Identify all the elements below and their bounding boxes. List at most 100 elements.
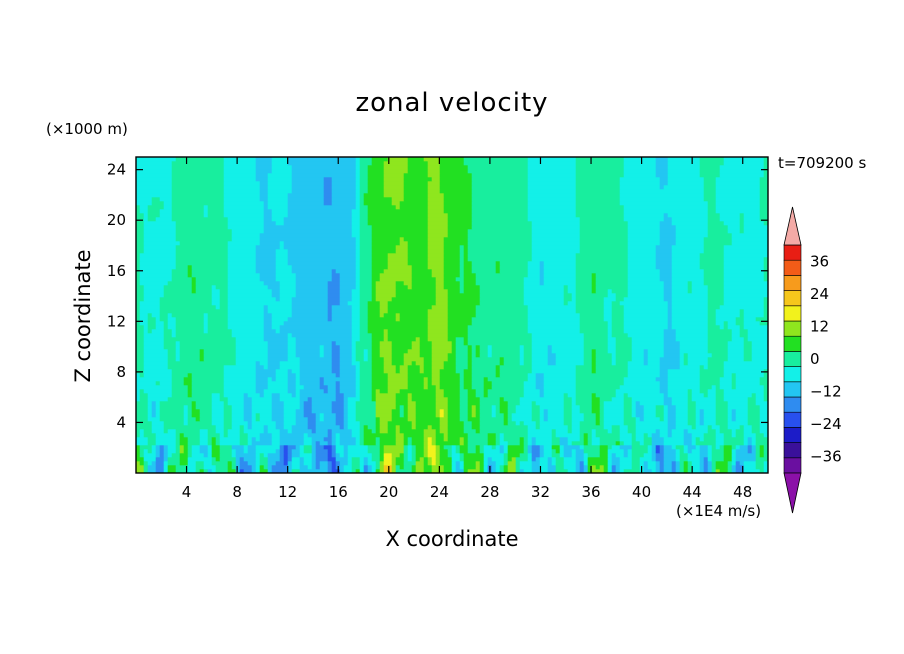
field-cell [527, 320, 581, 326]
field-cell [147, 212, 161, 218]
field-cell [255, 256, 277, 262]
field-cell [623, 212, 665, 218]
field-cell [239, 436, 249, 442]
field-cell [187, 412, 193, 418]
field-cell [351, 340, 357, 346]
field-cell [727, 468, 733, 473]
field-cell [743, 228, 768, 234]
field-cell [255, 252, 277, 258]
field-cell [739, 228, 745, 234]
field-cell [227, 288, 273, 294]
field-cell [371, 456, 381, 462]
field-cell [467, 392, 477, 398]
field-cell [563, 456, 577, 462]
field-cell [451, 452, 461, 458]
field-cell [223, 416, 233, 422]
field-cell [763, 296, 768, 302]
field-cell [355, 280, 361, 286]
field-cell [415, 444, 425, 450]
field-cell [319, 460, 329, 466]
field-cell [175, 332, 233, 338]
field-cell [359, 328, 369, 334]
field-cell [271, 157, 289, 162]
field-cell [287, 428, 293, 434]
field-cell [447, 416, 461, 422]
field-cell [399, 412, 405, 418]
field-cell [563, 460, 577, 466]
field-cell [239, 424, 245, 430]
field-cell [663, 336, 677, 342]
field-cell [459, 400, 469, 406]
field-cell [191, 280, 197, 286]
field-cell [263, 204, 269, 210]
field-cell [471, 408, 477, 414]
field-cell [447, 320, 473, 326]
field-cell [611, 308, 625, 314]
field-cell [147, 400, 153, 406]
field-cell [371, 468, 377, 473]
field-cell [687, 360, 709, 366]
field-cell [335, 452, 341, 458]
x-unit-label: (×1E4 m/s) [676, 502, 762, 520]
field-cell [483, 456, 489, 462]
field-cell [143, 372, 173, 378]
field-cell [375, 436, 381, 442]
field-cell [571, 448, 577, 454]
field-cell [667, 376, 701, 382]
field-cell [367, 164, 385, 170]
field-cell [363, 424, 369, 430]
field-cell [571, 408, 581, 414]
field-cell [515, 468, 521, 473]
field-cell [347, 408, 357, 414]
field-cell [136, 244, 145, 250]
field-cell [255, 388, 265, 394]
field-cell [555, 356, 585, 362]
field-cell [691, 460, 701, 466]
field-cell [647, 448, 653, 454]
field-cell [163, 460, 169, 466]
field-cell [763, 452, 768, 458]
field-cell [455, 336, 465, 342]
field-cell [619, 436, 633, 442]
field-cell [499, 432, 505, 438]
field-cell [259, 436, 273, 442]
field-cell [691, 392, 705, 398]
field-cell [227, 216, 265, 222]
field-cell [735, 464, 745, 470]
field-cell [491, 412, 497, 418]
field-cell [187, 440, 201, 446]
field-cell [143, 368, 173, 374]
field-cell [279, 364, 301, 370]
field-cell [191, 264, 229, 270]
field-cell [403, 436, 409, 442]
field-cell [443, 280, 461, 286]
field-cell [291, 468, 301, 473]
field-cell [371, 368, 385, 374]
field-cell [755, 432, 765, 438]
field-cell [255, 384, 269, 390]
field-cell [463, 280, 477, 286]
field-cell [136, 396, 141, 402]
field-cell [371, 252, 389, 258]
field-cell [311, 428, 317, 434]
field-cell [187, 420, 213, 426]
field-cell [499, 368, 533, 374]
field-cell [579, 328, 609, 334]
field-cell [203, 316, 209, 322]
field-cell [575, 380, 625, 386]
field-cell [267, 352, 289, 358]
field-cell [255, 416, 261, 422]
field-cell [711, 424, 721, 430]
x-tick-label: 4 [182, 483, 192, 501]
field-cell [583, 460, 589, 466]
field-cell [503, 436, 521, 442]
field-cell [291, 264, 357, 270]
field-cell [735, 432, 745, 438]
field-cell [459, 456, 465, 462]
field-cell [579, 324, 609, 330]
field-cell [331, 408, 345, 414]
field-cell [431, 348, 453, 354]
field-cell [387, 332, 429, 338]
field-cell [315, 460, 321, 466]
field-cell [267, 452, 281, 458]
